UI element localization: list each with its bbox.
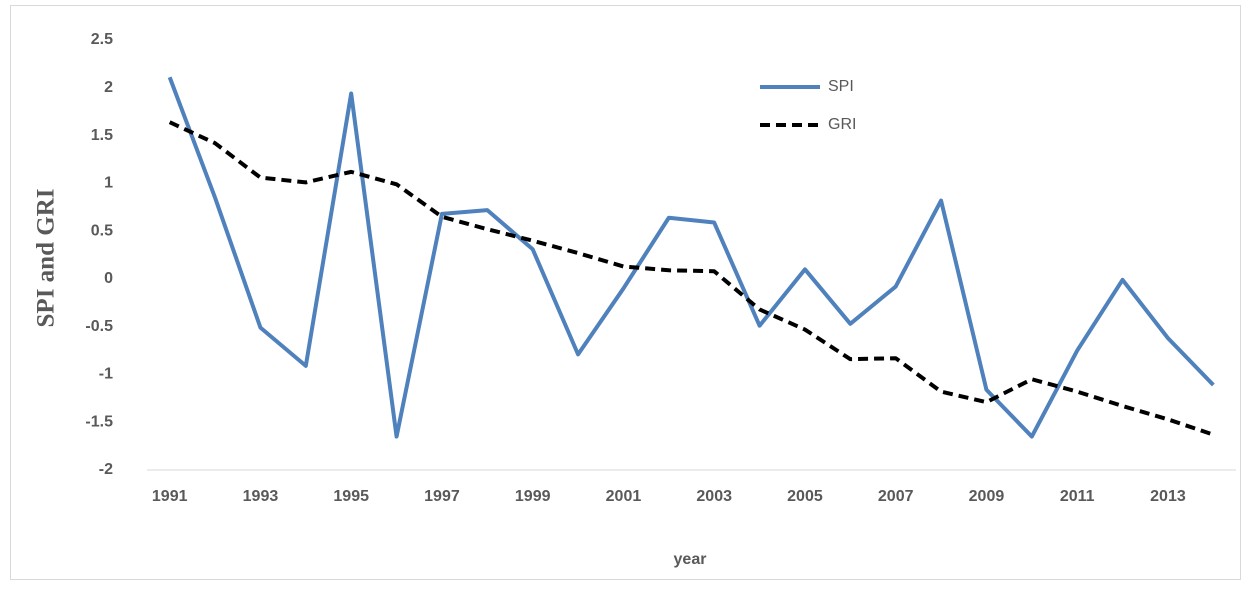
x-tick-label: 2001	[606, 488, 642, 505]
y-tick-label: -0.5	[85, 318, 113, 335]
series-line	[168, 120, 1214, 437]
x-tick-label: 2013	[1150, 488, 1186, 505]
y-tick-label: -2	[99, 461, 113, 478]
y-tick-label: 1	[104, 175, 113, 192]
y-tick-label: 0	[104, 270, 113, 287]
legend-label: SPI	[828, 78, 854, 95]
x-tick-label: 1999	[515, 488, 551, 505]
x-tick-label: 1993	[243, 488, 279, 505]
y-tick-label: 0.5	[91, 222, 113, 239]
chart-border	[10, 5, 1241, 580]
y-tick-label: 2	[104, 79, 113, 96]
y-axis-title: SPI and GRI	[33, 189, 60, 328]
y-tick-label: -1	[99, 366, 113, 383]
x-tick-label: 1997	[424, 488, 460, 505]
y-tick-label: 2.5	[91, 31, 113, 48]
x-axis-title: year	[674, 551, 707, 568]
x-tick-label: 2011	[1060, 488, 1095, 505]
series-line	[167, 76, 1215, 439]
x-tick-label: 2003	[696, 488, 732, 505]
x-tick-label: 1991	[152, 488, 188, 505]
y-tick-label: -1.5	[85, 413, 113, 430]
y-tick-label: 1.5	[91, 127, 113, 144]
x-tick-label: 2009	[969, 488, 1005, 505]
x-tick-label: 1995	[333, 488, 369, 505]
x-tick-label: 2005	[787, 488, 823, 505]
legend-label: GRI	[828, 116, 856, 133]
x-tick-label: 2007	[878, 488, 914, 505]
